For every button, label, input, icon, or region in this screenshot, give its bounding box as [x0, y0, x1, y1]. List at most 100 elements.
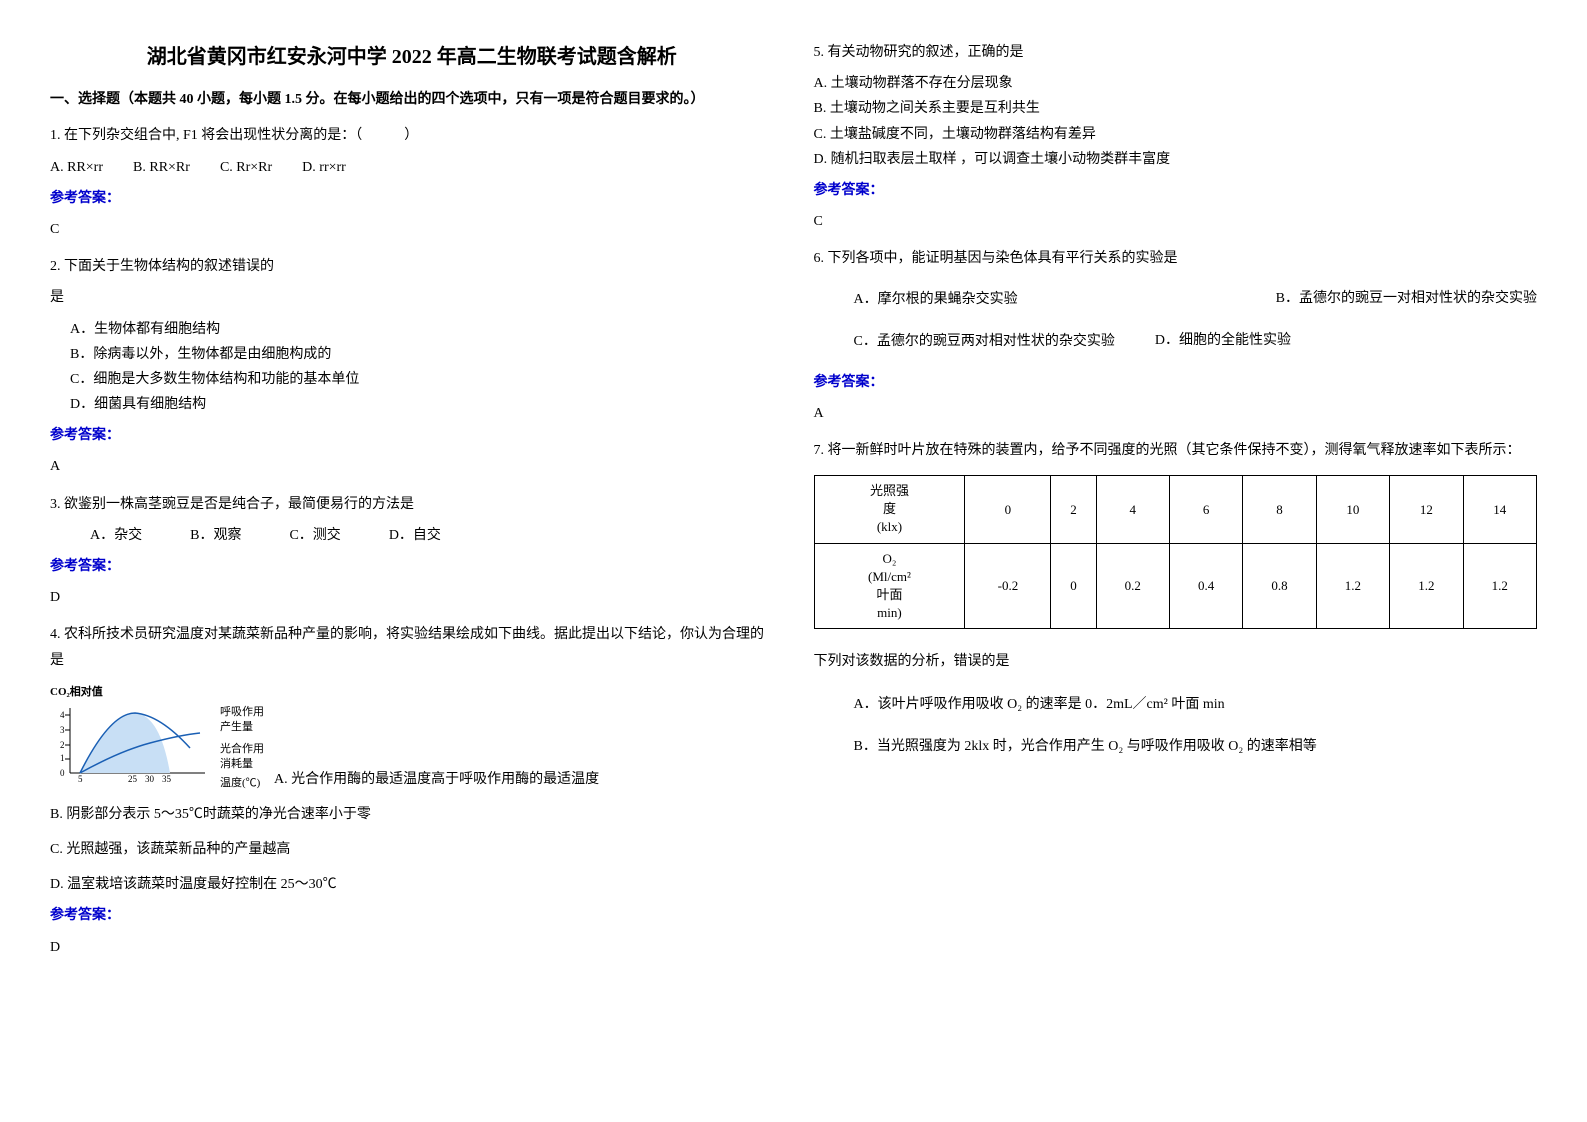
legend-2: 光合作用 消耗量 [220, 742, 264, 773]
cell: 0.8 [1243, 543, 1316, 629]
q3-opt-b: B．观察 [190, 523, 241, 548]
cell: 10 [1316, 476, 1389, 544]
q6-row1: A．摩尔根的果蝇杂交实验 B．孟德尔的豌豆一对相对性状的杂交实验 [814, 286, 1538, 314]
q4-chart: CO₂相对值 4 3 2 1 0 5 25 [50, 683, 774, 792]
q1-opt-c: C. Rr×Rr [220, 155, 272, 180]
chart-y-label: CO₂相对值 [50, 683, 210, 703]
svg-text:5: 5 [78, 774, 83, 783]
cell: -0.2 [965, 543, 1051, 629]
q1-options: A. RR×rr B. RR×Rr C. Rr×Rr D. rr×rr [50, 155, 774, 180]
q7-opt-b: B．当光照强度为 2klx 时，光合作用产生 O₂ 与呼吸作用吸收 O₂ 的速率… [854, 733, 1538, 761]
cell: 8 [1243, 476, 1316, 544]
right-column: 5. 有关动物研究的叙述，正确的是 A. 土壤动物群落不存在分层现象 B. 土壤… [814, 40, 1538, 972]
chart-x-label: 温度(℃) [220, 776, 264, 791]
q6-answer: A [814, 401, 1538, 426]
cell: 1.2 [1390, 543, 1463, 629]
svg-text:25: 25 [128, 774, 138, 783]
question-7: 7. 将一新鲜时叶片放在特殊的装置内，给予不同强度的光照（其它条件保持不变），测… [814, 438, 1538, 761]
section-1-header: 一、选择题（本题共 40 小题，每小题 1.5 分。在每小题给出的四个选项中，只… [50, 89, 774, 111]
cell: 14 [1463, 476, 1536, 544]
q2-opt-a: A．生物体都有细胞结构 [70, 317, 774, 342]
table-row: 光照强 度 (klx) 0 2 4 6 8 10 12 14 [814, 476, 1537, 544]
q6-opt-c: C．孟德尔的豌豆两对相对性状的杂交实验 [854, 328, 1115, 356]
q4-opt-c: C. 光照越强，该蔬菜新品种的产量越高 [50, 837, 774, 862]
q5-answer-label: 参考答案： [814, 178, 1538, 203]
chart-legend: 呼吸作用 产生量 光合作用 消耗量 温度(℃) [220, 705, 264, 792]
q2-opt-d: D．细菌具有细胞结构 [70, 392, 774, 417]
q4-opt-b: B. 阴影部分表示 5～35℃时蔬菜的净光合速率小于零 [50, 802, 774, 827]
cell: 6 [1169, 476, 1242, 544]
q4-opt-a: A. 光合作用酶的最适温度高于呼吸作用酶的最适温度 [274, 767, 599, 792]
q1-opt-a: A. RR×rr [50, 155, 103, 180]
svg-text:4: 4 [60, 710, 65, 720]
q6-opt-d: D．细胞的全能性实验 [1155, 328, 1291, 356]
q3-text: 3. 欲鉴别一株高茎豌豆是否是纯合子，最简便易行的方法是 [50, 492, 774, 517]
question-5: 5. 有关动物研究的叙述，正确的是 A. 土壤动物群落不存在分层现象 B. 土壤… [814, 40, 1538, 234]
question-3: 3. 欲鉴别一株高茎豌豆是否是纯合子，最简便易行的方法是 A．杂交 B．观察 C… [50, 492, 774, 611]
q5-answer: C [814, 209, 1538, 234]
q2-text2: 是 [50, 285, 774, 310]
q5-opt-c: C. 土壤盐碱度不同，土壤动物群落结构有差异 [814, 122, 1538, 147]
cell: 0 [1051, 543, 1096, 629]
question-4: 4. 农科所技术员研究温度对某蔬菜新品种产量的影响，将实验结果绘成如下曲线。据此… [50, 622, 774, 959]
q3-answer-label: 参考答案： [50, 554, 774, 579]
question-2: 2. 下面关于生物体结构的叙述错误的 是 A．生物体都有细胞结构 B．除病毒以外… [50, 254, 774, 480]
svg-text:35: 35 [162, 774, 172, 783]
q7-table: 光照强 度 (klx) 0 2 4 6 8 10 12 14 O₂ (Ml/cm… [814, 475, 1538, 629]
chart-svg: 4 3 2 1 0 5 25 30 35 [50, 703, 210, 783]
q6-opt-a: A．摩尔根的果蝇杂交实验 [854, 286, 1018, 314]
row2-header: O₂ (Ml/cm² 叶面 min) [814, 543, 965, 629]
cell: 0.4 [1169, 543, 1242, 629]
q1-text: 1. 在下列杂交组合中, F1 将会出现性状分离的是：（ ） [50, 123, 774, 148]
cell: 4 [1096, 476, 1169, 544]
q6-text: 6. 下列各项中，能证明基因与染色体具有平行关系的实验是 [814, 246, 1538, 271]
row1-header: 光照强 度 (klx) [814, 476, 965, 544]
svg-text:2: 2 [60, 740, 65, 750]
cell: 1.2 [1316, 543, 1389, 629]
legend-1: 呼吸作用 产生量 [220, 705, 264, 736]
cell: 0.2 [1096, 543, 1169, 629]
cell: 12 [1390, 476, 1463, 544]
q3-options: A．杂交 B．观察 C．测交 D．自交 [90, 523, 774, 548]
svg-text:3: 3 [60, 725, 65, 735]
q3-opt-a: A．杂交 [90, 523, 142, 548]
q3-opt-c: C．测交 [289, 523, 340, 548]
q6-row2: C．孟德尔的豌豆两对相对性状的杂交实验 D．细胞的全能性实验 [814, 328, 1538, 356]
svg-text:30: 30 [145, 774, 155, 783]
q7-subtext: 下列对该数据的分析，错误的是 [814, 649, 1538, 674]
chart-svg-wrap: CO₂相对值 4 3 2 1 0 5 25 [50, 683, 210, 792]
q3-opt-d: D．自交 [389, 523, 441, 548]
q5-opt-b: B. 土壤动物之间关系主要是互利共生 [814, 96, 1538, 121]
left-column: 湖北省黄冈市红安永河中学 2022 年高二生物联考试题含解析 一、选择题（本题共… [50, 40, 774, 972]
q6-answer-label: 参考答案： [814, 370, 1538, 395]
q5-text: 5. 有关动物研究的叙述，正确的是 [814, 40, 1538, 65]
q1-answer: C [50, 217, 774, 242]
q4-opt-d: D. 温室栽培该蔬菜时温度最好控制在 25～30℃ [50, 872, 774, 897]
q5-opt-a: A. 土壤动物群落不存在分层现象 [814, 71, 1538, 96]
q4-answer-label: 参考答案： [50, 903, 774, 928]
q3-answer: D [50, 585, 774, 610]
question-6: 6. 下列各项中，能证明基因与染色体具有平行关系的实验是 A．摩尔根的果蝇杂交实… [814, 246, 1538, 426]
table-row: O₂ (Ml/cm² 叶面 min) -0.2 0 0.2 0.4 0.8 1.… [814, 543, 1537, 629]
q7-opt-a: A．该叶片呼吸作用吸收 O₂ 的速率是 0．2mL／cm² 叶面 min [854, 691, 1538, 719]
q4-answer: D [50, 935, 774, 960]
q2-opt-c: C．细胞是大多数生物体结构和功能的基本单位 [70, 367, 774, 392]
q2-answer: A [50, 454, 774, 479]
q4-text: 4. 农科所技术员研究温度对某蔬菜新品种产量的影响，将实验结果绘成如下曲线。据此… [50, 622, 774, 672]
cell: 2 [1051, 476, 1096, 544]
q1-opt-d: D. rr×rr [302, 155, 346, 180]
q7-text: 7. 将一新鲜时叶片放在特殊的装置内，给予不同强度的光照（其它条件保持不变），测… [814, 438, 1538, 463]
q2-answer-label: 参考答案： [50, 423, 774, 448]
q2-text: 2. 下面关于生物体结构的叙述错误的 [50, 254, 774, 279]
q1-answer-label: 参考答案： [50, 186, 774, 211]
q1-opt-b: B. RR×Rr [133, 155, 190, 180]
q5-opt-d: D. 随机扫取表层土取样 ，可以调查土壤小动物类群丰富度 [814, 147, 1538, 172]
cell: 1.2 [1463, 543, 1536, 629]
cell: 0 [965, 476, 1051, 544]
svg-text:0: 0 [60, 768, 65, 778]
svg-text:1: 1 [60, 753, 65, 763]
q2-opt-b: B．除病毒以外，生物体都是由细胞构成的 [70, 342, 774, 367]
q6-opt-b: B．孟德尔的豌豆一对相对性状的杂交实验 [1276, 286, 1537, 314]
question-1: 1. 在下列杂交组合中, F1 将会出现性状分离的是：（ ） A. RR×rr … [50, 123, 774, 242]
document-title: 湖北省黄冈市红安永河中学 2022 年高二生物联考试题含解析 [50, 40, 774, 69]
